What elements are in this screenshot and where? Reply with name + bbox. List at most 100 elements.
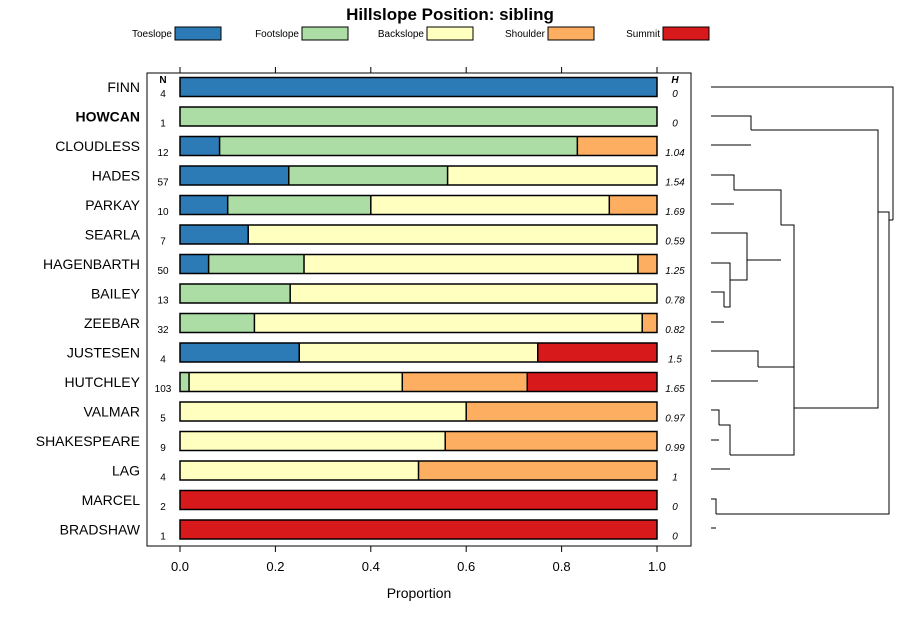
row-n-hagenbarth: 50 bbox=[157, 266, 169, 277]
dendrogram-branch bbox=[711, 86, 894, 220]
bar-hades-footslope bbox=[288, 166, 448, 185]
row-h-bradshaw: 0 bbox=[672, 532, 678, 543]
row-n-hutchley: 103 bbox=[155, 384, 172, 395]
row-n-bailey: 13 bbox=[157, 296, 169, 307]
bar-outline-bradshaw bbox=[179, 519, 658, 540]
n-column-header: N bbox=[159, 75, 166, 86]
row-h-hutchley: 1.65 bbox=[665, 384, 685, 395]
row-h-lag: 1 bbox=[672, 473, 678, 484]
bar-hagenbarth-backslope bbox=[304, 254, 638, 274]
bar-hutchley-footslope bbox=[180, 372, 190, 392]
x-axis-title: Proportion bbox=[387, 585, 452, 601]
bar-outline-marcel bbox=[179, 489, 658, 511]
x-tick-label: 0.2 bbox=[266, 559, 284, 574]
row-n-zeebar: 32 bbox=[157, 325, 169, 336]
bar-howcan-footslope bbox=[180, 107, 657, 126]
row-h-cloudless: 1.04 bbox=[665, 148, 685, 159]
legend-label-footslope: Footslope bbox=[255, 29, 299, 40]
bar-cloudless-shoulder bbox=[577, 136, 657, 156]
bar-cloudless-toeslope bbox=[180, 136, 220, 156]
row-h-hades: 1.54 bbox=[665, 178, 685, 189]
legend-swatch-backslope bbox=[426, 26, 474, 41]
row-n-shakespeare: 9 bbox=[160, 443, 166, 454]
bar-cloudless-footslope bbox=[219, 136, 578, 156]
bar-lag-backslope bbox=[180, 461, 419, 480]
row-label-howcan: HOWCAN bbox=[75, 109, 140, 125]
bar-outline-lag bbox=[179, 460, 658, 481]
legend-swatch-toeslope bbox=[174, 26, 222, 41]
row-n-parkay: 10 bbox=[157, 207, 169, 218]
dendrogram bbox=[711, 86, 894, 529]
row-n-searla: 7 bbox=[160, 237, 166, 248]
bar-hutchley-backslope bbox=[189, 372, 403, 392]
bar-outline-bailey bbox=[179, 283, 658, 304]
bar-finn-toeslope bbox=[180, 77, 657, 97]
row-label-valmar: VALMAR bbox=[83, 404, 140, 420]
bar-outline-zeebar bbox=[179, 312, 658, 334]
legend-swatch-shoulder bbox=[547, 26, 595, 41]
bar-hagenbarth-toeslope bbox=[180, 254, 209, 274]
bar-parkay-footslope bbox=[227, 195, 371, 215]
bar-bailey-footslope bbox=[180, 284, 291, 303]
row-h-shakespeare: 0.99 bbox=[665, 443, 685, 454]
row-h-justesen: 1.5 bbox=[668, 355, 682, 366]
bar-marcel-summit bbox=[180, 490, 657, 510]
bar-outline-parkay bbox=[179, 194, 658, 216]
row-n-valmar: 5 bbox=[160, 414, 166, 425]
bar-bradshaw-summit bbox=[180, 520, 657, 539]
plot-frame bbox=[146, 72, 692, 547]
dendrogram-branch bbox=[781, 224, 795, 408]
bar-hagenbarth-shoulder bbox=[637, 254, 657, 274]
legend-swatch-summit bbox=[662, 26, 710, 41]
bar-outline-valmar bbox=[179, 401, 658, 422]
dendrogram-branch bbox=[711, 211, 893, 529]
bar-hades-toeslope bbox=[180, 166, 289, 185]
x-tick-label: 1.0 bbox=[648, 559, 666, 574]
row-n-bradshaw: 1 bbox=[160, 532, 166, 543]
legend: Toeslope Footslope Backslope Shoulder Summit bbox=[132, 26, 710, 41]
bar-zeebar-shoulder bbox=[642, 313, 657, 333]
x-tick-label: 0.8 bbox=[553, 559, 571, 574]
row-label-hutchley: HUTCHLEY bbox=[65, 374, 141, 390]
row-label-cloudless: CLOUDLESS bbox=[55, 138, 140, 154]
row-n-finn: 4 bbox=[160, 89, 166, 100]
row-label-lag: LAG bbox=[112, 463, 140, 479]
row-n-hades: 57 bbox=[157, 178, 169, 189]
bar-shakespeare-shoulder bbox=[445, 431, 657, 451]
bar-justesen-backslope bbox=[299, 343, 538, 362]
legend-label-toeslope: Toeslope bbox=[132, 29, 172, 40]
row-h-zeebar: 0.82 bbox=[665, 325, 685, 336]
row-n-lag: 4 bbox=[160, 473, 166, 484]
bar-hagenbarth-footslope bbox=[208, 254, 305, 274]
x-tick-label: 0.6 bbox=[457, 559, 475, 574]
x-tick-label: 0.4 bbox=[362, 559, 380, 574]
bar-zeebar-backslope bbox=[254, 313, 643, 333]
h-column-header: H bbox=[671, 75, 679, 86]
x-axis: 0.0 0.2 0.4 0.6 0.8 1.0 bbox=[171, 67, 666, 574]
row-label-hagenbarth: HAGENBARTH bbox=[43, 256, 140, 272]
dendrogram-branch bbox=[711, 115, 879, 212]
bars-group bbox=[179, 76, 658, 540]
dendrogram-branch bbox=[711, 174, 782, 225]
row-h-finn: 0 bbox=[672, 89, 678, 100]
bar-outline-finn bbox=[179, 76, 658, 98]
dendrogram-branch bbox=[711, 350, 794, 382]
legend-label-summit: Summit bbox=[626, 29, 660, 40]
row-label-parkay: PARKAY bbox=[85, 197, 140, 213]
bar-outline-hagenbarth bbox=[179, 253, 658, 275]
row-h-bailey: 0.78 bbox=[665, 296, 685, 307]
row-n-howcan: 1 bbox=[160, 119, 166, 130]
bar-outline-hutchley bbox=[179, 371, 658, 393]
row-label-justesen: JUSTESEN bbox=[67, 345, 140, 361]
row-label-shakespeare: SHAKESPEARE bbox=[36, 433, 140, 449]
bar-outline-searla bbox=[179, 224, 658, 245]
bar-searla-backslope bbox=[248, 225, 657, 244]
row-label-bradshaw: BRADSHAW bbox=[60, 522, 141, 538]
bar-zeebar-footslope bbox=[180, 313, 255, 333]
row-label-bailey: BAILEY bbox=[91, 286, 141, 302]
row-h-searla: 0.59 bbox=[665, 237, 685, 248]
bar-lag-shoulder bbox=[418, 461, 657, 480]
bar-hutchley-shoulder bbox=[402, 372, 528, 392]
dendrogram-branch bbox=[711, 212, 879, 470]
legend-label-shoulder: Shoulder bbox=[505, 29, 546, 40]
